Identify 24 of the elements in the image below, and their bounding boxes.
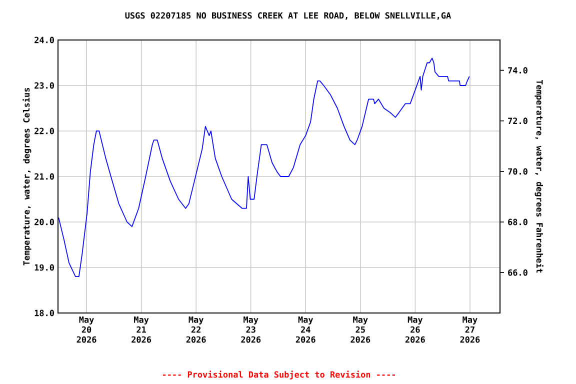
x-tick-label: May 21 2026 xyxy=(132,316,152,343)
y2-axis-title: Temperature, water, degrees Fahrenheit xyxy=(534,80,544,273)
y-tick-label: 24.0 xyxy=(34,36,54,44)
y-tick-label: 23.0 xyxy=(34,82,54,89)
y-tick-label: 19.0 xyxy=(34,264,54,271)
x-tick-label: May 20 2026 xyxy=(76,316,96,343)
x-tick-label: May 25 2026 xyxy=(350,316,370,343)
y2-tick-label: 74.0 xyxy=(508,67,528,74)
y2-tick-label: 72.0 xyxy=(508,118,528,124)
text: ---- Provisional Data Subject to Revision ---- xyxy=(162,370,396,380)
y-axis-title: Temperature, water, degrees Celsius xyxy=(22,88,32,266)
y-tick-label: 22.0 xyxy=(34,128,54,134)
y2-tick-label: 68.0 xyxy=(508,218,528,226)
y2-tick-label: 66.0 xyxy=(508,269,528,276)
x-tick-label: May 24 2026 xyxy=(296,316,316,343)
y-tick-label: 20.0 xyxy=(34,218,54,226)
y2-tick-label: 70.0 xyxy=(508,168,528,175)
y-tick-label: 21.0 xyxy=(34,173,54,180)
y-tick-label: 18.0 xyxy=(34,310,54,316)
x-tick-label: May 27 2026 xyxy=(460,316,480,343)
x-tick-label: May 23 2026 xyxy=(241,316,261,343)
x-tick-label: May 26 2026 xyxy=(405,316,425,343)
x-tick-label: May 22 2026 xyxy=(186,316,206,343)
chart-title: USGS 02207185 NO BUSINESS CREEK AT LEE ROAD, BELOW SNELLVILLE,GA xyxy=(125,12,451,20)
